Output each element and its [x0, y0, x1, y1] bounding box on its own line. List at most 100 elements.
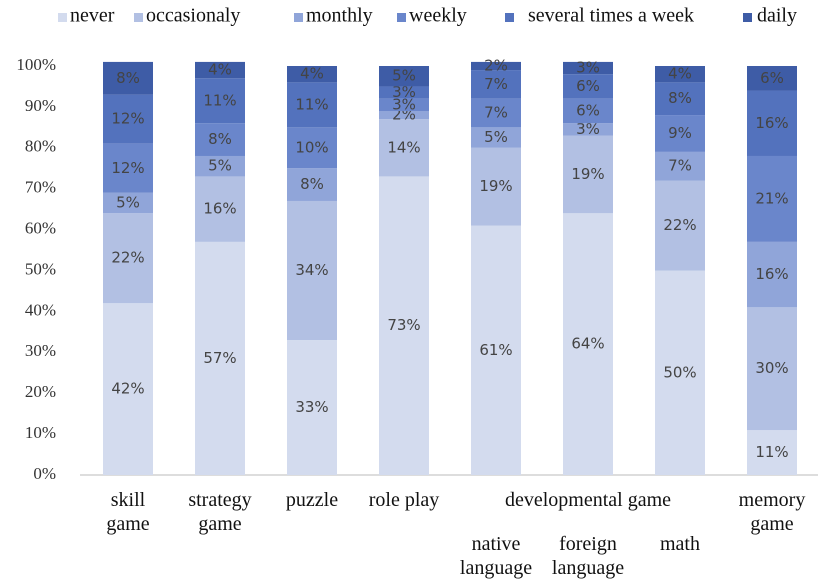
data-label: 4% — [668, 65, 692, 83]
data-label: 8% — [668, 89, 692, 107]
data-label: 19% — [479, 177, 512, 195]
data-label: 8% — [116, 69, 140, 87]
data-label: 19% — [571, 165, 604, 183]
bar-segment — [103, 61, 153, 95]
data-label: 6% — [576, 101, 600, 119]
bar-segment — [195, 176, 245, 242]
bar-segment — [655, 115, 705, 152]
data-label: 3% — [392, 95, 416, 113]
bar-segment — [747, 66, 797, 91]
y-tick-label: 20% — [25, 382, 56, 401]
y-tick-label: 30% — [25, 341, 56, 360]
legend-swatch — [505, 13, 514, 22]
bar-segment — [287, 127, 337, 169]
bar-segment — [471, 225, 521, 475]
data-label: 4% — [300, 65, 324, 83]
data-label: 16% — [755, 265, 788, 283]
bar-segment — [747, 241, 797, 308]
data-label: 3% — [392, 83, 416, 101]
bar-segment — [195, 61, 245, 79]
bar-segment — [471, 61, 521, 71]
data-label: 11% — [203, 91, 236, 109]
y-tick-label: 90% — [25, 96, 56, 115]
bar-segment — [103, 192, 153, 214]
legend-label: monthly — [306, 5, 373, 27]
data-label: 22% — [111, 249, 144, 267]
bar-segment — [471, 147, 521, 226]
x-tick-label: native language — [459, 533, 533, 579]
bar-segment — [471, 98, 521, 128]
bar-segment — [563, 213, 613, 476]
bar-segment — [379, 176, 429, 475]
y-tick-label: 80% — [25, 137, 56, 156]
data-label: 5% — [392, 67, 416, 85]
legend-swatch — [743, 13, 752, 22]
legend-label: never — [70, 5, 115, 27]
bar-segment — [287, 200, 337, 341]
bar-segment — [379, 98, 429, 111]
data-label: 9% — [668, 124, 692, 142]
x-tick-label: strategy game — [188, 489, 252, 535]
bar-segment — [379, 66, 429, 87]
y-tick-label: 100% — [16, 55, 56, 74]
x-tick-label: foreign language — [551, 533, 625, 579]
data-label: 57% — [203, 349, 236, 367]
bar-segment — [103, 213, 153, 304]
data-label: 16% — [203, 200, 236, 218]
data-label: 22% — [663, 216, 696, 234]
y-tick-label: 10% — [25, 423, 56, 442]
bar-segment — [379, 119, 429, 177]
bar-segment — [563, 98, 613, 124]
legend-swatch — [134, 13, 143, 22]
bar-segment — [655, 82, 705, 116]
data-label: 6% — [760, 69, 784, 87]
legend-label: occasionaly — [146, 5, 240, 27]
data-label: 2% — [484, 57, 508, 75]
legend-label: several times a week — [528, 5, 694, 27]
bar-segment — [563, 61, 613, 75]
data-label: 34% — [295, 261, 328, 279]
data-label: 30% — [755, 359, 788, 377]
bar-segment — [471, 70, 521, 99]
data-label: 12% — [111, 110, 144, 128]
legend-swatch — [294, 13, 303, 22]
data-label: 61% — [479, 341, 512, 359]
data-label: 33% — [295, 398, 328, 416]
bar-segment — [103, 303, 153, 475]
legend-swatch — [58, 13, 67, 22]
data-label: 8% — [208, 130, 232, 148]
x-tick-label: puzzle — [285, 489, 339, 511]
y-tick-label: 40% — [25, 300, 56, 319]
y-tick-label: 50% — [25, 259, 56, 278]
bar-segment — [563, 74, 613, 99]
data-label: 3% — [576, 59, 600, 77]
legend-swatch — [397, 13, 406, 22]
data-label: 14% — [387, 138, 420, 156]
bar-segment — [379, 110, 429, 120]
x-tick-label: memory game — [738, 489, 806, 535]
data-label: 8% — [300, 175, 324, 193]
bar-segment — [655, 270, 705, 475]
data-label: 64% — [571, 335, 604, 353]
bar-segment — [747, 90, 797, 156]
bar-segment — [471, 127, 521, 148]
data-label: 3% — [576, 120, 600, 138]
bar-segment — [747, 155, 797, 242]
data-label: 11% — [295, 95, 328, 113]
bar-segment — [287, 82, 337, 128]
bar-segment — [287, 168, 337, 201]
y-tick-label: 60% — [25, 219, 56, 238]
bar-segment — [287, 340, 337, 475]
y-tick-label: 70% — [25, 178, 56, 197]
bar-segment — [195, 123, 245, 156]
data-label: 50% — [663, 363, 696, 381]
data-label: 12% — [111, 159, 144, 177]
legend-label: weekly — [409, 5, 467, 27]
x-tick-label: role play — [368, 489, 440, 511]
data-label: 4% — [208, 61, 232, 79]
bar-segment — [563, 135, 613, 214]
bar-segment — [379, 86, 429, 99]
data-label: 16% — [755, 114, 788, 132]
